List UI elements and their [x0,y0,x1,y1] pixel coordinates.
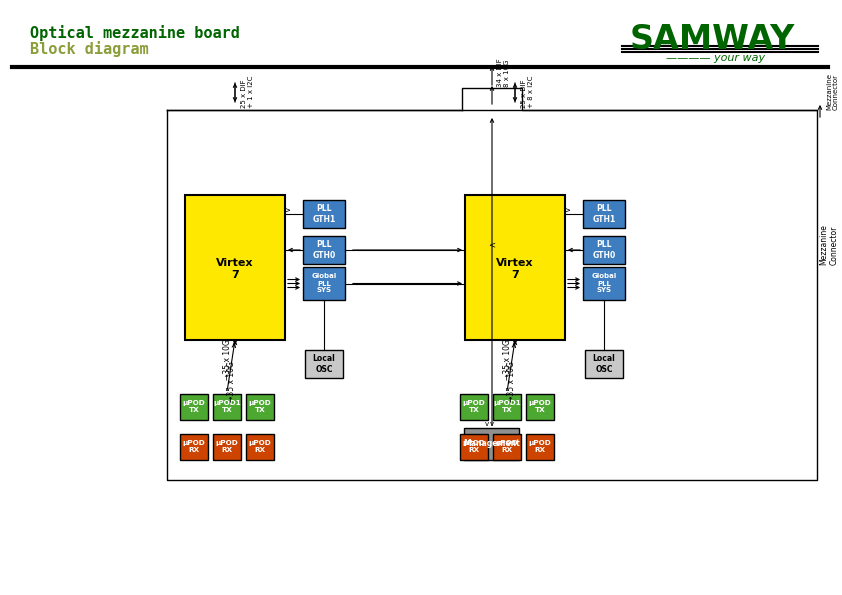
Text: →35 x 10G: →35 x 10G [222,340,232,380]
Text: PLL
GTH1: PLL GTH1 [593,204,616,224]
Text: PLL
GTH0: PLL GTH0 [593,240,616,259]
Text: PLL
GTH1: PLL GTH1 [312,204,336,224]
Bar [213,434,241,460]
Text: <: < [488,240,495,249]
Bar [305,350,343,378]
Text: Optical mezzanine board: Optical mezzanine board [30,25,240,41]
Bar [180,394,208,420]
Text: Local
OSC: Local OSC [312,354,335,374]
Text: Management: Management [463,440,520,449]
Bar [583,267,625,300]
Text: µPOD
RX: µPOD RX [248,440,271,453]
Bar [493,394,521,420]
Text: µPOD
TX: µPOD TX [462,400,485,414]
Text: µPOD
TX: µPOD TX [183,400,205,414]
Text: Mezzanine
Connector: Mezzanine Connector [826,74,839,111]
Text: →35 x 10G: →35 x 10G [227,362,237,402]
Text: SAMWAY: SAMWAY [630,23,796,56]
Text: µPOD
RX: µPOD RX [183,440,205,453]
Bar [180,434,208,460]
Text: 7: 7 [511,271,519,280]
Text: 7: 7 [231,271,239,280]
Text: →35 x 10G: →35 x 10G [508,362,516,402]
Text: v: v [485,421,489,427]
Text: µPOD
RX: µPOD RX [216,440,238,453]
Text: 34 x DIF
8 x 10G: 34 x DIF 8 x 10G [497,59,510,87]
Bar [460,434,488,460]
Bar [585,350,623,378]
Text: µPOD
TX: µPOD TX [248,400,271,414]
Text: Block diagram: Block diagram [30,41,149,57]
Text: µPOD
RX: µPOD RX [462,440,485,453]
Bar [583,236,625,264]
Text: Virtex: Virtex [496,258,534,268]
Text: Mezzanine
Connector: Mezzanine Connector [819,224,839,265]
Text: µPOD
RX: µPOD RX [496,440,519,453]
Bar [465,195,565,340]
Text: >: > [563,205,571,215]
Bar [213,394,241,420]
Text: Global
PLL
SYS: Global PLL SYS [312,274,337,293]
Bar [246,434,274,460]
Text: ———— your way: ———— your way [666,53,765,63]
Bar [185,195,285,340]
Bar [303,200,345,228]
Text: µPOD1
TX: µPOD1 TX [493,400,521,414]
Text: 25 x DIF
+ 1 x I2C: 25 x DIF + 1 x I2C [241,76,254,108]
Text: µPOD1
TX: µPOD1 TX [213,400,241,414]
Text: →35 x 10G: →35 x 10G [503,340,511,380]
Bar [526,394,554,420]
Bar [583,200,625,228]
Bar [493,434,521,460]
Bar [460,394,488,420]
Text: Global
PLL
SYS: Global PLL SYS [591,274,616,293]
Bar [303,267,345,300]
Bar [246,394,274,420]
Text: µPOD
TX: µPOD TX [529,400,552,414]
Text: PLL
GTH0: PLL GTH0 [312,240,336,259]
Text: 25 x DIF
+ 8 x I2C: 25 x DIF + 8 x I2C [521,76,534,108]
Bar [303,236,345,264]
Bar [464,428,519,460]
Text: >: > [284,205,290,215]
Bar [526,434,554,460]
Text: v: v [490,421,494,427]
Text: µPOD
RX: µPOD RX [529,440,552,453]
Text: Local
OSC: Local OSC [593,354,616,374]
Text: Virtex: Virtex [216,258,253,268]
